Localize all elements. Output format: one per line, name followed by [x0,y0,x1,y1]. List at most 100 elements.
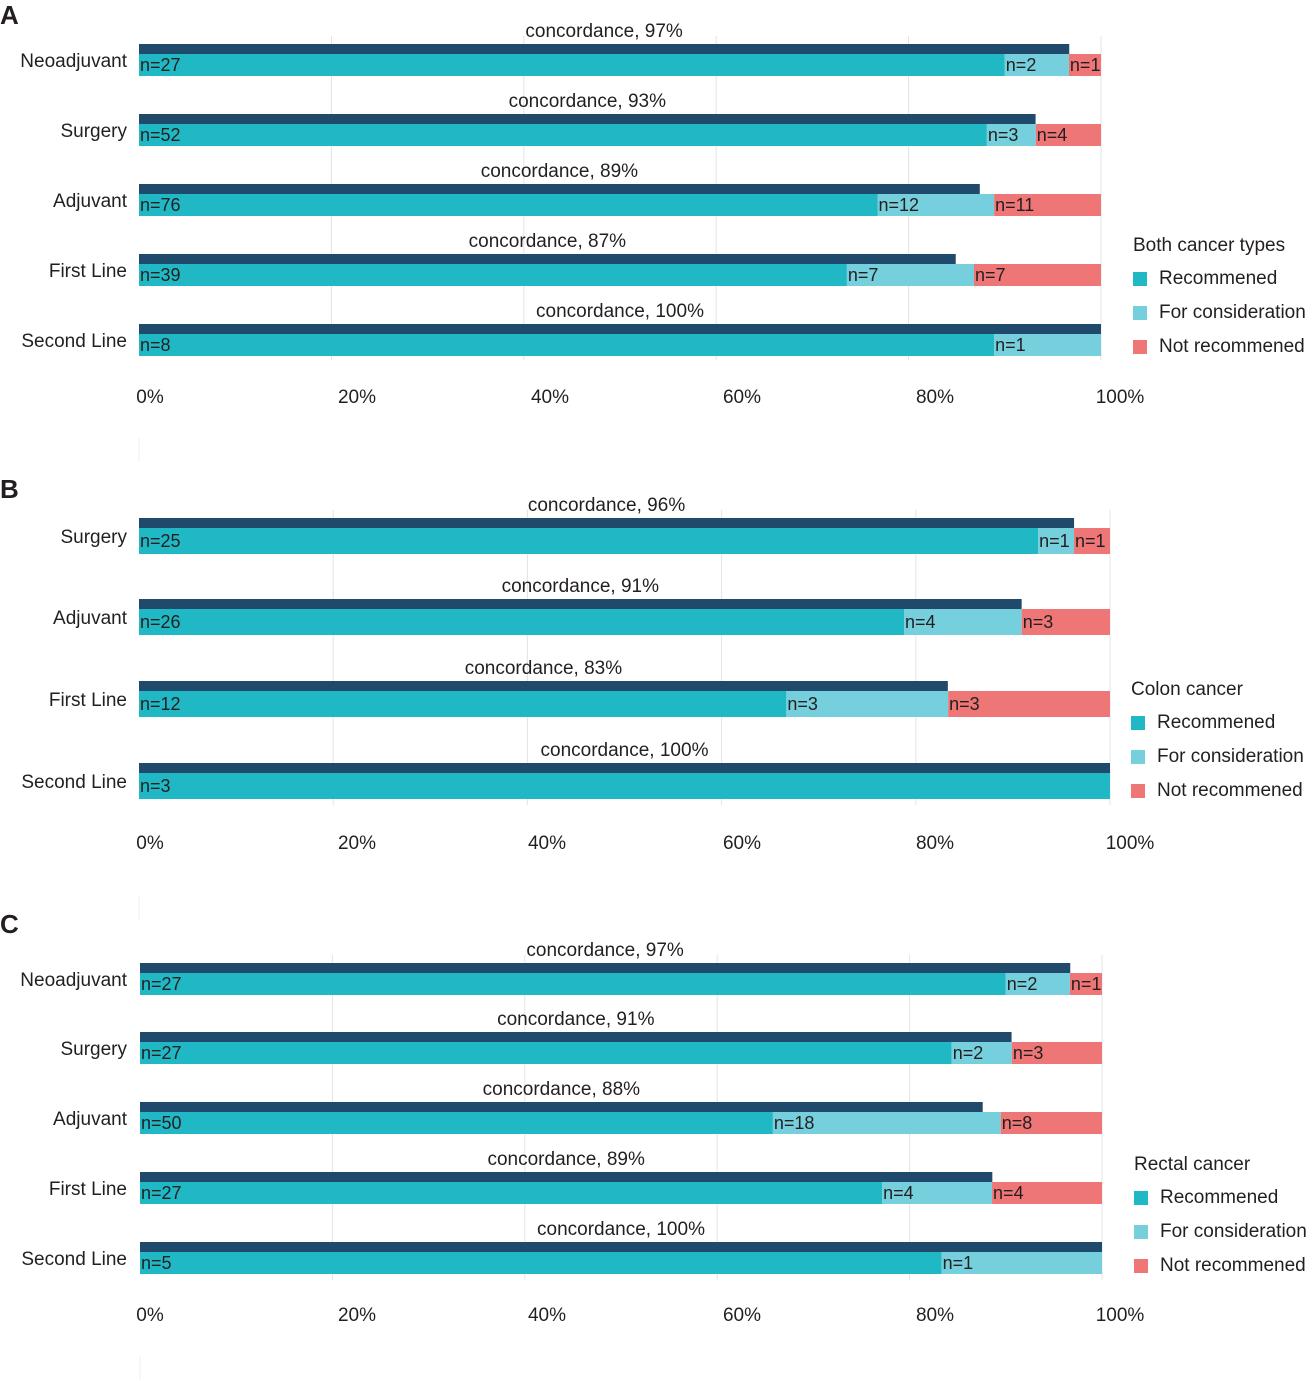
bar-row: First Line n=27 n=4 n=4 concordance, 89% [49,1149,1102,1204]
legend-label: For consideration [1159,302,1306,323]
category-label: Second Line [21,1249,127,1270]
not_recommended-count-label: n=3 [949,694,980,714]
concordance-label: concordance, 91% [497,1009,654,1030]
consideration-count-label: n=2 [1006,55,1037,75]
not_recommended-count-label: n=1 [1071,974,1102,994]
concordance-bar [139,518,1075,528]
recommended-count-label: n=27 [141,974,182,994]
x-tick-label: 80% [916,1305,954,1326]
bar-row: Adjuvant n=50 n=18 n=8 concordance, 88% [53,1079,1102,1134]
not_recommended-count-label: n=4 [993,1183,1024,1203]
concordance-label: concordance, 87% [469,231,626,252]
x-axis: 0% 20% 40% 60% 80% 100% [136,833,1154,854]
panel-letter: C [0,909,19,939]
not_recommended-segment [1074,528,1110,554]
bar-row: Second Line n=8 n=1 concordance, 100% [21,301,1101,356]
legend-label: Not recommened [1159,336,1305,357]
consideration-segment [1038,528,1075,554]
panel-b: B Surgery n=25 n=1 n=1 concordance, 96% Adjuva… [0,474,1304,920]
recommended-segment [139,609,905,635]
concordance-label: concordance, 93% [509,91,666,112]
not_recommended-count-label: n=8 [1002,1113,1033,1133]
x-tick-label: 100% [1096,387,1145,408]
not_recommended-legend-swatch [1134,1259,1148,1273]
concordance-bar [139,184,980,194]
not_recommended-segment [948,691,1110,717]
x-tick-label: 0% [136,833,164,854]
recommended-count-label: n=8 [140,335,171,355]
panel-letter: B [0,474,19,504]
concordance-label: concordance, 100% [536,301,704,322]
x-tick-label: 80% [916,833,954,854]
recommended-count-label: n=26 [140,612,181,632]
recommended-count-label: n=27 [140,55,181,75]
concordance-label: concordance, 97% [526,940,683,961]
x-tick-label: 60% [723,1305,761,1326]
consideration-legend-swatch [1131,750,1145,764]
concordance-label: concordance, 91% [502,576,659,597]
concordance-label: concordance, 100% [541,740,709,761]
recommended-count-label: n=12 [140,694,181,714]
legend-label: Not recommened [1160,1255,1306,1276]
x-tick-label: 100% [1106,833,1155,854]
recommended-segment [139,691,787,717]
recommended-segment [139,194,878,216]
not_recommended-segment [994,194,1101,216]
concordance-bar [139,44,1070,54]
x-tick-label: 60% [723,833,761,854]
consideration-count-label: n=1 [1039,531,1070,551]
legend-label: For consideration [1160,1221,1307,1242]
concordance-bar [140,1172,993,1182]
legend-label: Recommened [1157,712,1275,733]
recommended-count-label: n=27 [141,1043,182,1063]
category-label: Surgery [60,527,127,548]
not_recommended-count-label: n=7 [975,265,1006,285]
category-label: First Line [49,1179,127,1200]
not_recommended-count-label: n=1 [1075,531,1106,551]
consideration-segment [994,334,1101,356]
category-label: Surgery [60,121,127,142]
recommended-segment [139,334,995,356]
recommended-count-label: n=25 [140,531,181,551]
consideration-segment [786,691,949,717]
concordance-label: concordance, 88% [483,1079,640,1100]
bar-row: Second Line n=5 n=1 concordance, 100% [21,1219,1102,1274]
category-label: Adjuvant [53,191,128,212]
not_recommended-segment [1011,1042,1102,1064]
not_recommended-count-label: n=1 [1070,55,1101,75]
legend-label: Not recommened [1157,780,1303,801]
concordance-bar [140,1242,1102,1252]
category-label: Surgery [60,1039,127,1060]
recommended-segment [140,1112,773,1134]
recommended-count-label: n=76 [140,195,181,215]
x-tick-label: 0% [136,1305,164,1326]
not_recommended-segment [1068,54,1101,76]
consideration-segment [846,264,974,286]
consideration-count-label: n=4 [905,612,936,632]
recommended-segment [140,973,1006,995]
category-label: Second Line [21,772,127,793]
legend-title: Both cancer types [1133,235,1285,256]
consideration-segment [1004,54,1069,76]
category-label: First Line [49,690,127,711]
legend: Both cancer types Recommened For considera… [1133,235,1306,357]
consideration-segment [1005,973,1070,995]
consideration-legend-swatch [1134,1225,1148,1239]
x-tick-label: 40% [528,1305,566,1326]
category-label: Second Line [21,331,127,352]
concordance-label: concordance, 83% [465,658,622,679]
x-axis: 0% 20% 40% 60% 80% 100% [136,1305,1144,1326]
bar-row: First Line n=39 n=7 n=7 concordance, 87% [49,231,1101,286]
consideration-legend-swatch [1133,306,1147,320]
concordance-label: concordance, 100% [537,1219,705,1240]
recommended-legend-swatch [1133,272,1147,286]
concordance-bar [140,963,1071,973]
concordance-label: concordance, 89% [481,161,638,182]
category-label: Adjuvant [53,1109,128,1130]
x-tick-label: 0% [136,387,164,408]
recommended-count-label: n=39 [140,265,181,285]
x-tick-label: 40% [531,387,569,408]
legend-label: Recommened [1160,1187,1278,1208]
consideration-count-label: n=4 [883,1183,914,1203]
